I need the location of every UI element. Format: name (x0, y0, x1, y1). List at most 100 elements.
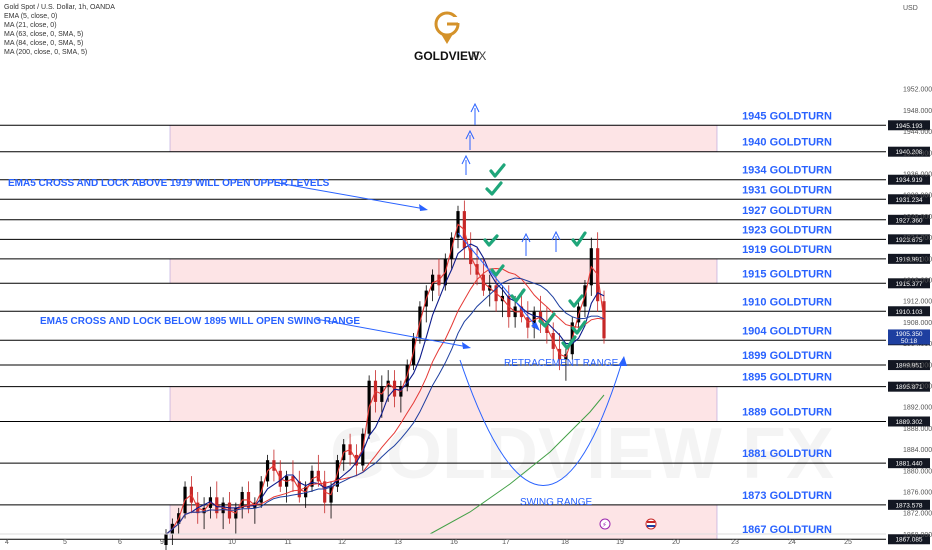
price-tag-box (888, 278, 930, 289)
y-tick-label: 1912.000 (903, 299, 932, 306)
price-tag-box (888, 194, 930, 205)
x-tick-label: 17 (502, 539, 510, 546)
indicator-ema5: EMA (5, close, 0) (4, 13, 57, 20)
price-tag-text: 1931.234 (895, 197, 922, 204)
x-tick-label: 6 (118, 539, 122, 546)
watermark-text: GOLDVIEW FX (330, 414, 834, 494)
x-tick-label: 11 (284, 539, 291, 546)
indicator-legend: Gold Spot / U.S. Dollar, 1h, OANDA EMA (… (4, 4, 115, 56)
price-tag-box (888, 360, 930, 371)
price-tag-text: 1934.919 (895, 177, 922, 184)
candle-body (164, 534, 168, 545)
lower-note-arrow (315, 318, 469, 348)
y-tick-label: 1952.000 (903, 87, 932, 94)
y-tick-label: 1888.000 (903, 426, 932, 433)
check-icon (538, 312, 556, 328)
price-tag-box (888, 306, 930, 317)
ma-layer (165, 223, 605, 535)
level-label: 1927 GOLDTURN (742, 205, 832, 217)
price-tag-box (888, 381, 930, 392)
level-label: 1931 GOLDTURN (742, 184, 832, 196)
price-tag-text: 1927.360 (895, 217, 922, 224)
check-icon (485, 181, 503, 196)
svg-text:⚡: ⚡ (602, 521, 607, 529)
price-tag-text: 1895.871 (895, 384, 922, 391)
y-tick-label: 1932.000 (903, 193, 932, 200)
y-tick-label: 1928.000 (903, 214, 932, 221)
retracement-arrowhead (531, 322, 540, 331)
x-tick-label: 5 (63, 539, 67, 546)
lower-note: EMA5 CROSS AND LOCK BELOW 1895 WILL OPEN… (40, 316, 360, 327)
y-tick-label: 1868.000 (903, 532, 932, 539)
y-tick-label: 1892.000 (903, 405, 932, 412)
check-icon (568, 294, 584, 308)
level-label: 1867 GOLDTURN (742, 524, 832, 536)
price-tag-box (888, 234, 930, 245)
indicator-ma63: MA (63, close, 0, SMA, 5) (4, 31, 83, 38)
ma21-line (165, 243, 605, 535)
level-label: 1889 GOLDTURN (742, 406, 832, 418)
x-tick-label: 19 (616, 539, 624, 546)
level-label: 1895 GOLDTURN (742, 372, 832, 384)
y-tick-label: 1908.000 (903, 320, 932, 327)
price-tag-text: 1867.085 (895, 537, 922, 544)
watermark-layer: GOLDVIEW FX (330, 414, 834, 494)
retracement-label: RETRACEMENT RANGE (504, 358, 619, 369)
y-tick-label: 1948.000 (903, 108, 932, 115)
ma84-line (165, 277, 605, 535)
check-icon (510, 288, 526, 303)
y-tick-label: 1940.000 (903, 150, 932, 157)
checkmarks (483, 163, 587, 350)
level-label: 1910 GOLDTURN (742, 296, 832, 308)
y-tick-label: 1896.000 (903, 384, 932, 391)
x-tick-label: 16 (450, 539, 458, 546)
level-label: 1940 GOLDTURN (742, 137, 832, 149)
event-icons: ⚡ (599, 518, 657, 530)
symbol-title: Gold Spot / U.S. Dollar, 1h, OANDA (4, 4, 115, 11)
logo: GOLDVIEW FX (414, 11, 486, 63)
price-tag-text: 1873.578 (895, 502, 922, 509)
x-tick-label: 12 (338, 539, 346, 546)
price-tag-box (888, 120, 930, 131)
x-tick-label: 18 (561, 539, 569, 546)
ema5-line (165, 223, 605, 535)
price-tag-box (888, 458, 930, 469)
event-icon (599, 518, 611, 530)
x-tick-label: 25 (844, 539, 852, 546)
retracement-diagonal (457, 232, 537, 327)
indicator-ma200: MA (200, close, 0, SMA, 5) (4, 49, 87, 56)
level-label: 1919 GOLDTURN (742, 244, 832, 256)
price-tag-text: 1899.951 (895, 363, 922, 370)
check-icon (490, 264, 505, 277)
flag-icon (645, 518, 657, 530)
price-axis[interactable]: USD 1952.000 1948.000 1944.000 1940.000 1936… (888, 5, 932, 539)
y-tick-label: 1944.000 (903, 129, 932, 136)
x-tick-label: 9 (160, 539, 164, 546)
level-label: 1923 GOLDTURN (742, 224, 832, 236)
lower-note-arrowhead (462, 342, 471, 349)
swing-label: SWING RANGE (520, 497, 593, 508)
price-tag-box (888, 416, 930, 427)
time-axis[interactable]: 4 5 6 9 10 11 12 13 16 17 18 19 20 23 24 25 (0, 533, 886, 546)
price-tag-box (888, 214, 930, 225)
logo-suffix: FX (471, 49, 486, 63)
levels-layer: 1945 GOLDTURN 1945.193 1940 GOLDTURN 1940.2… (0, 110, 930, 545)
indicator-ma21: MA (21, close, 0) (4, 22, 57, 29)
y-tick-label: 1880.000 (903, 468, 932, 475)
level-label: 1915 GOLDTURN (742, 268, 832, 280)
x-tick-label: 20 (672, 539, 680, 546)
annotation-layer: EMA5 CROSS AND LOCK ABOVE 1919 WILL OPEN… (8, 102, 627, 508)
logo-text: GOLDVIEW (414, 49, 480, 63)
y-tick-label: 1884.000 (903, 447, 932, 454)
current-price-text: 1905.350 (895, 331, 922, 338)
level-label: 1899 GOLDTURN (742, 350, 832, 362)
upper-note-arrow (277, 182, 426, 210)
level-label: 1904 GOLDTURN (742, 325, 832, 337)
level-label: 1945 GOLDTURN (742, 110, 832, 122)
price-tag-box (888, 253, 930, 264)
price-tag-box (888, 534, 930, 545)
y-tick-label: 1936.000 (903, 172, 932, 179)
price-tag-text: 1910.103 (895, 309, 922, 316)
price-tag-text: 1919.991 (895, 256, 922, 263)
